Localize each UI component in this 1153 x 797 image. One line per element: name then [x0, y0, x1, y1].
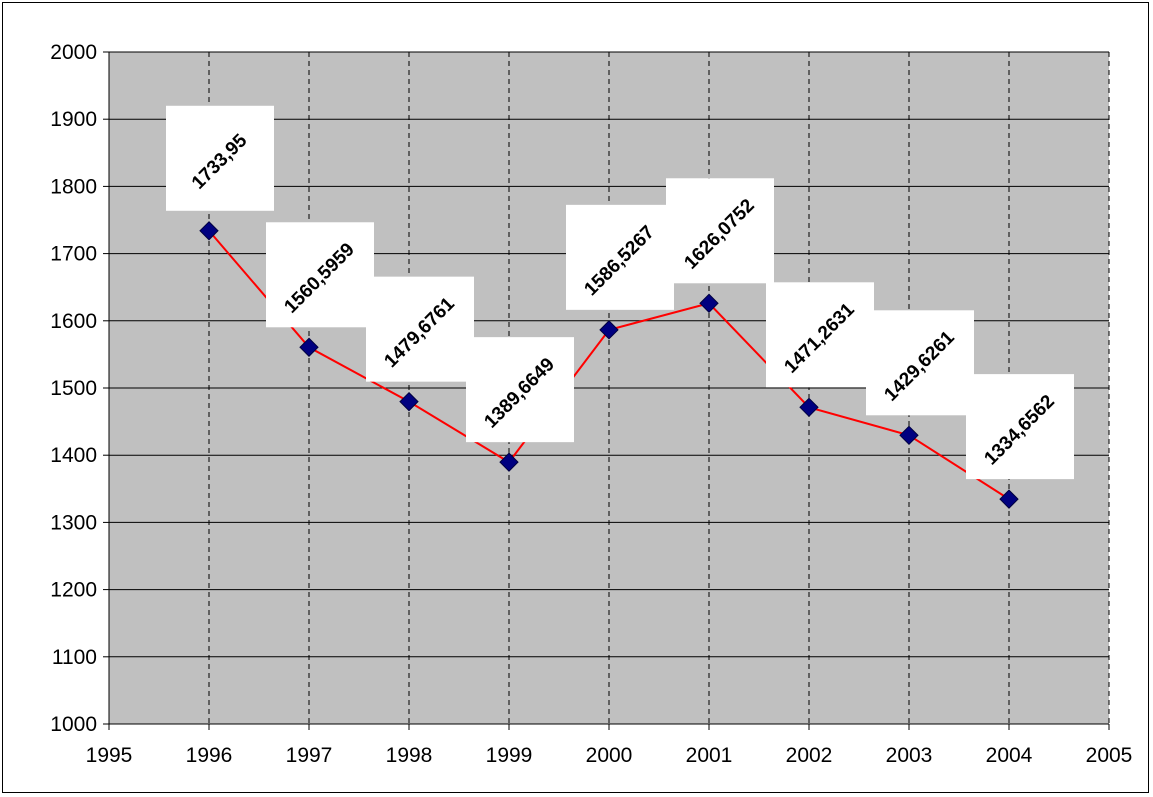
x-tick-label: 2004: [986, 744, 1033, 767]
data-point-marker: [499, 452, 519, 472]
data-label-boxes: [166, 105, 1074, 480]
data-label-box: [266, 222, 374, 328]
y-tick-label: 1400: [50, 444, 97, 467]
data-point-marker: [799, 397, 819, 418]
data-label-box: [466, 337, 574, 443]
y-tick-label: 1600: [50, 310, 97, 333]
x-tick-label: 2005: [1086, 744, 1133, 767]
x-tick-label: 2003: [886, 744, 933, 767]
data-point-marker: [199, 221, 219, 241]
y-tick-label: 1000: [50, 713, 97, 736]
data-point-marker: [699, 293, 719, 313]
x-tick-label: 1996: [186, 744, 233, 767]
data-point-marker: [399, 391, 419, 412]
y-tick-label: 1200: [50, 579, 97, 602]
x-tick-label: 1998: [386, 744, 433, 767]
x-tick-label: 2001: [686, 744, 733, 767]
y-tick-label: 1100: [52, 646, 97, 669]
x-tick-label: 1999: [486, 744, 533, 767]
data-label-box: [866, 310, 974, 416]
data-markers: [199, 221, 1019, 509]
x-tick-label: 1995: [86, 744, 133, 767]
data-label-box: [666, 178, 774, 284]
y-tick-label: 2000: [50, 41, 97, 64]
tick-labels: 1000 1100 1200 1300 1400 1500 1600 1700 1800 1900…: [50, 41, 1132, 767]
x-tick-label: 2000: [586, 744, 633, 767]
x-tick-label: 1997: [286, 744, 333, 767]
y-tick-label: 1800: [50, 175, 97, 198]
data-label-box: [766, 282, 874, 388]
data-point-marker: [999, 489, 1019, 509]
data-label-box: [566, 204, 674, 310]
y-tick-label: 1300: [50, 511, 97, 534]
y-tick-label: 1900: [50, 108, 97, 131]
data-point-marker: [899, 425, 919, 445]
data-point-marker: [299, 337, 319, 357]
data-label-box: [166, 105, 274, 211]
y-tick-label: 1700: [50, 243, 97, 266]
data-label-box: [366, 276, 474, 382]
data-point-marker: [599, 320, 619, 340]
y-tick-label: 1500: [50, 377, 97, 400]
data-label-box: [966, 374, 1074, 480]
x-tick-label: 2002: [786, 744, 833, 767]
